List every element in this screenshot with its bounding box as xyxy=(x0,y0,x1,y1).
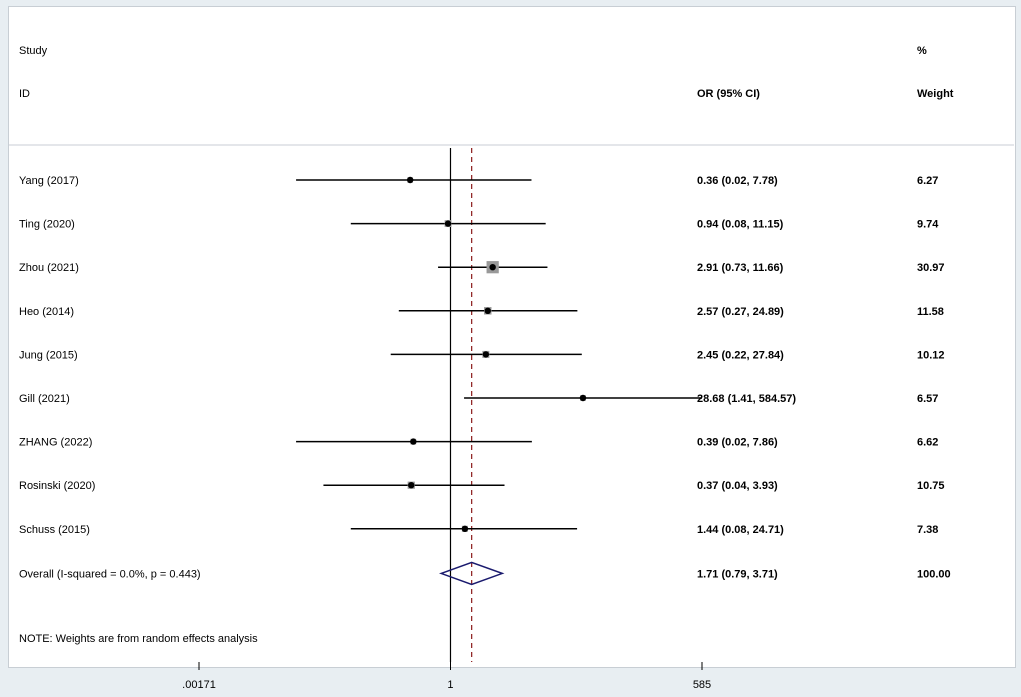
study-weight: 30.97 xyxy=(917,262,945,274)
study-point-estimate xyxy=(484,307,491,314)
x-tick-label: 1 xyxy=(447,679,453,691)
study-point-estimate xyxy=(406,176,414,184)
overall-weight: 100.00 xyxy=(917,568,951,580)
study-point-estimate xyxy=(461,525,469,532)
study-or-ci: 0.94 (0.08, 11.15) xyxy=(697,219,784,231)
study-or-ci: 0.39 (0.02, 7.86) xyxy=(697,437,778,449)
study-label: Zhou (2021) xyxy=(19,262,79,274)
overall-or-ci: 1.71 (0.79, 3.71) xyxy=(697,568,778,580)
overall-diamond xyxy=(438,561,505,586)
study-point-estimate xyxy=(408,482,415,489)
study-label: Jung (2015) xyxy=(19,349,78,361)
study-label: Schuss (2015) xyxy=(19,524,90,536)
x-tick-label: .00171 xyxy=(182,679,216,691)
study-point-estimate xyxy=(489,264,496,271)
study-weight: 10.75 xyxy=(917,480,945,492)
study-weight: 7.38 xyxy=(917,524,938,536)
header-study: Study xyxy=(19,45,48,57)
study-weight: 6.27 xyxy=(917,175,938,187)
study-or-ci: 28.68 (1.41, 584.57) xyxy=(697,393,796,405)
footnote: NOTE: Weights are from random effects an… xyxy=(19,633,258,645)
x-tick-label: 585 xyxy=(693,679,711,691)
study-label: Yang (2017) xyxy=(19,175,79,187)
study-or-ci: 2.57 (0.27, 24.89) xyxy=(697,306,784,318)
study-label: ZHANG (2022) xyxy=(19,437,92,449)
study-label: Ting (2020) xyxy=(19,219,75,231)
study-weight: 9.74 xyxy=(917,219,939,231)
study-label: Heo (2014) xyxy=(19,306,74,318)
overall-label: Overall (I-squared = 0.0%, p = 0.443) xyxy=(19,568,201,580)
study-weight: 10.12 xyxy=(917,349,945,361)
study-label: Gill (2021) xyxy=(19,393,70,405)
header-id: ID xyxy=(19,88,30,100)
study-or-ci: 1.44 (0.08, 24.71) xyxy=(697,524,784,536)
study-label: Rosinski (2020) xyxy=(19,480,95,492)
header-percent: % xyxy=(917,45,927,57)
study-or-ci: 2.91 (0.73, 11.66) xyxy=(697,262,784,274)
study-point-estimate xyxy=(410,438,417,445)
header-or-ci: OR (95% CI) xyxy=(697,88,760,100)
study-weight: 6.57 xyxy=(917,393,938,405)
study-or-ci: 0.37 (0.04, 3.93) xyxy=(697,480,778,492)
study-weight: 11.58 xyxy=(917,306,944,318)
study-or-ci: 2.45 (0.22, 27.84) xyxy=(697,349,784,361)
header-weight: Weight xyxy=(917,88,954,100)
study-point-estimate xyxy=(444,220,452,227)
study-point-estimate xyxy=(482,351,490,358)
study-or-ci: 0.36 (0.02, 7.78) xyxy=(697,175,778,187)
study-point-estimate xyxy=(579,394,587,402)
forest-plot-panel xyxy=(8,6,1016,668)
study-weight: 6.62 xyxy=(917,437,938,449)
